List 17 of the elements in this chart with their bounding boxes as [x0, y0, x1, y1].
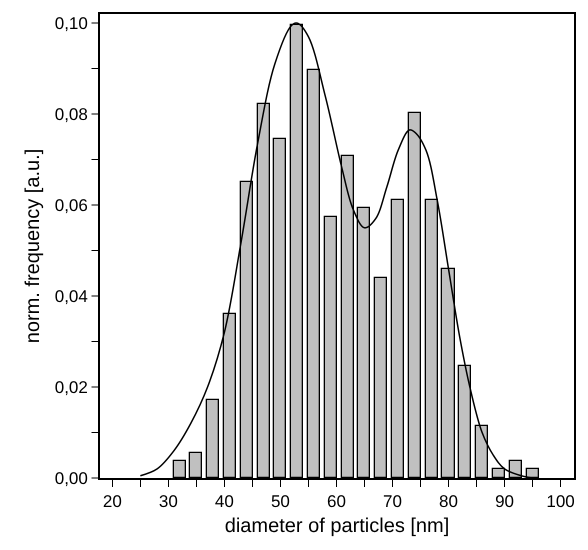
- y-tick-label: 0,02: [54, 378, 88, 397]
- x-tick-label: 40: [214, 492, 234, 512]
- x-tick-label: 60: [326, 492, 346, 512]
- x-tick-label: 90: [495, 492, 514, 512]
- x-tick-label: 50: [270, 492, 290, 512]
- y-tick-label: 0,06: [54, 196, 88, 216]
- y-tick-label: 0,04: [54, 286, 88, 306]
- y-tick-label: 0,10: [54, 14, 88, 34]
- y-tick-label: 0,08: [54, 105, 88, 124]
- x-tick-label: 70: [383, 492, 402, 512]
- y-axis-title: norm. frequency [a.u.]: [22, 148, 44, 344]
- x-tick-label: 100: [546, 492, 575, 512]
- x-tick-label: 80: [439, 492, 458, 512]
- x-axis-title: diameter of particles [nm]: [224, 515, 450, 538]
- y-tick-label: 0,00: [54, 468, 88, 488]
- x-tick-label: 30: [158, 492, 178, 512]
- x-tick-label: 20: [102, 492, 122, 512]
